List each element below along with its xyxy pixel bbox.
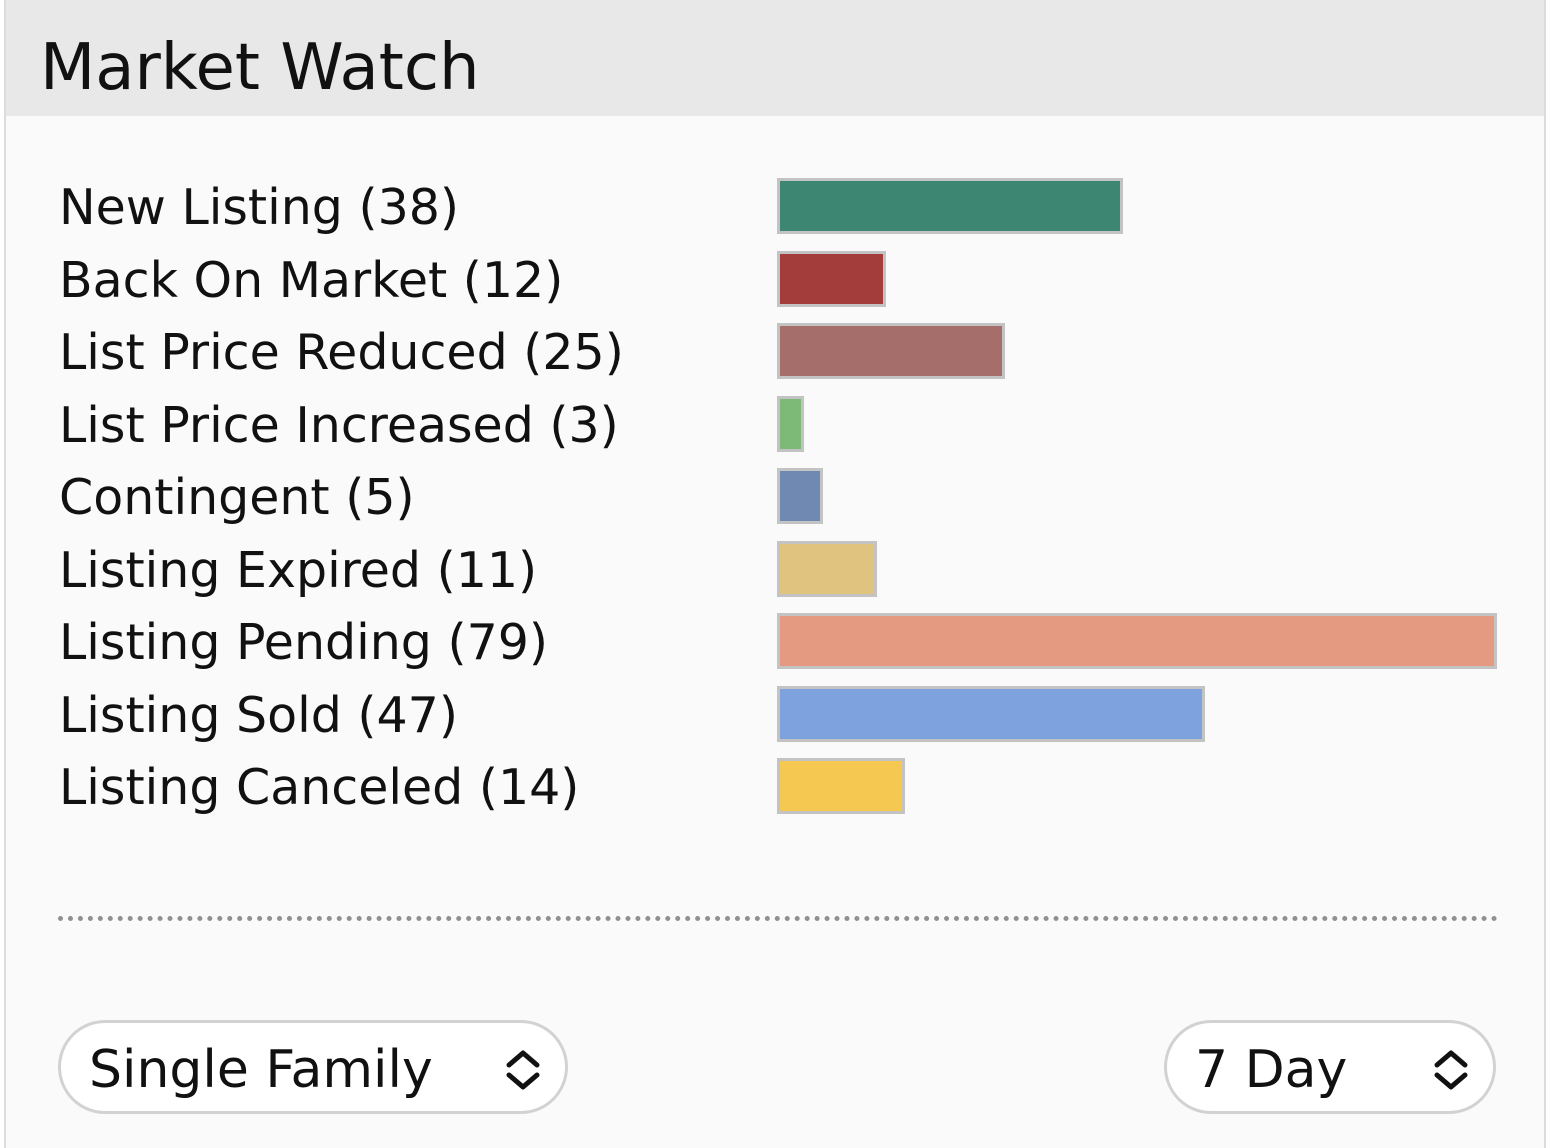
- row-label[interactable]: New Listing (38): [59, 179, 460, 236]
- bar-contingent[interactable]: [777, 468, 823, 524]
- market-row-listing-pending[interactable]: Listing Pending (79): [6, 607, 1544, 680]
- bar-track: [777, 613, 1497, 669]
- up-down-chevron-icon: [506, 1050, 540, 1090]
- row-label[interactable]: Listing Canceled (14): [59, 759, 580, 816]
- bar-track: [777, 323, 1497, 379]
- time-range-value: 7 Day: [1195, 1040, 1348, 1100]
- dotted-divider: [58, 916, 1498, 921]
- bar-listing-sold[interactable]: [777, 685, 1205, 742]
- market-row-listing-sold[interactable]: Listing Sold (47): [6, 680, 1544, 753]
- market-row-listing-expired[interactable]: Listing Expired (11): [6, 535, 1544, 608]
- market-row-list-price-increased[interactable]: List Price Increased (3): [6, 390, 1544, 463]
- bar-listing-expired[interactable]: [777, 540, 877, 597]
- bar-track: [777, 685, 1497, 742]
- market-row-new-listing[interactable]: New Listing (38): [6, 172, 1544, 245]
- bar-listing-pending[interactable]: [777, 613, 1497, 669]
- bar-new-listing[interactable]: [777, 178, 1123, 234]
- bar-list-price-increased[interactable]: [777, 395, 804, 452]
- widget-title: Market Watch: [40, 31, 480, 105]
- bar-track: [777, 250, 1497, 307]
- row-label[interactable]: Listing Expired (11): [59, 541, 538, 599]
- bar-track: [777, 468, 1497, 524]
- market-row-back-on-market[interactable]: Back On Market (12): [6, 245, 1544, 318]
- bar-track: [777, 395, 1497, 452]
- bar-listing-canceled[interactable]: [777, 758, 905, 814]
- property-type-value: Single Family: [89, 1040, 433, 1100]
- bar-track: [777, 758, 1497, 814]
- row-label[interactable]: Listing Sold (47): [59, 686, 458, 744]
- row-label[interactable]: List Price Increased (3): [59, 396, 619, 454]
- market-activity-chart: New Listing (38) Back On Market (12) List …: [6, 172, 1544, 825]
- market-row-list-price-reduced[interactable]: List Price Reduced (25): [6, 317, 1544, 390]
- bar-track: [777, 540, 1497, 597]
- row-label[interactable]: Listing Pending (79): [59, 614, 549, 671]
- bar-back-on-market[interactable]: [777, 250, 886, 307]
- up-down-chevron-icon: [1434, 1050, 1468, 1090]
- widget-header: Market Watch: [6, 0, 1544, 116]
- time-range-select[interactable]: 7 Day: [1164, 1020, 1496, 1114]
- bar-track: [777, 178, 1497, 234]
- bar-list-price-reduced[interactable]: [777, 323, 1005, 379]
- market-row-listing-canceled[interactable]: Listing Canceled (14): [6, 752, 1544, 825]
- market-row-contingent[interactable]: Contingent (5): [6, 462, 1544, 535]
- row-label[interactable]: Back On Market (12): [59, 251, 564, 309]
- row-label[interactable]: Contingent (5): [59, 469, 415, 526]
- property-type-select[interactable]: Single Family: [58, 1020, 568, 1114]
- row-label[interactable]: List Price Reduced (25): [59, 324, 624, 381]
- market-watch-widget: Market Watch New Listing (38) Back On Mar…: [4, 0, 1546, 1148]
